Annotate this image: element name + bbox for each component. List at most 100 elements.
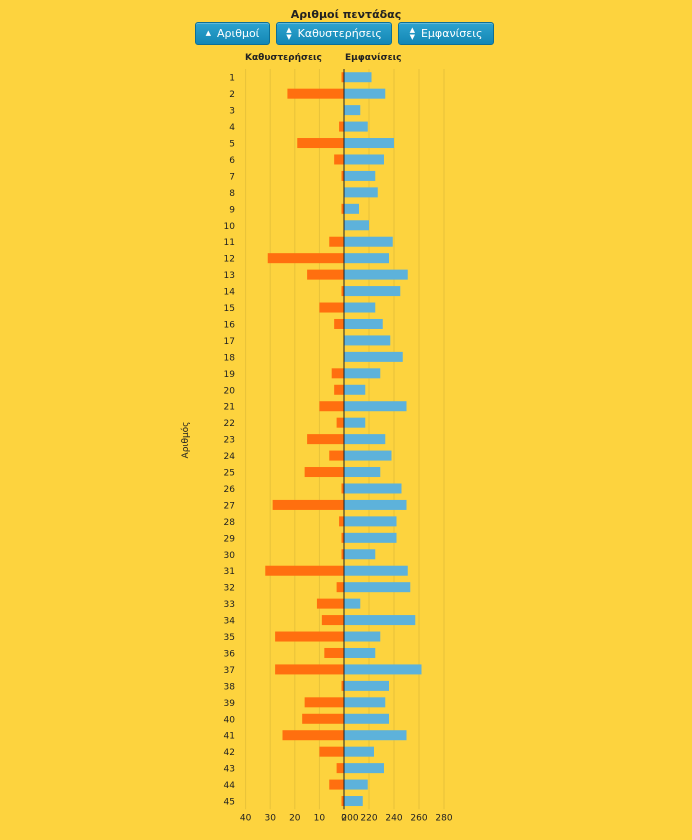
delay-bar xyxy=(336,763,344,774)
appearance-bar xyxy=(344,680,389,691)
x-tick-label-delays: 10 xyxy=(314,813,326,823)
appearance-bar xyxy=(344,664,422,675)
y-tick-label: 32 xyxy=(224,584,235,594)
y-tick-label: 36 xyxy=(224,649,236,659)
appearance-bar xyxy=(344,302,376,313)
y-tick-label: 25 xyxy=(224,469,235,479)
sort-by-numbers-button[interactable]: ▲ Αριθμοί xyxy=(195,22,270,45)
delay-bar xyxy=(341,532,344,543)
y-tick-label: 37 xyxy=(224,666,235,676)
appearance-bar xyxy=(344,499,407,510)
y-tick-label: 43 xyxy=(224,765,235,775)
appearance-bar xyxy=(344,203,359,214)
appearance-bar xyxy=(344,269,408,280)
appearance-bar xyxy=(344,286,401,297)
y-tick-label: 24 xyxy=(224,452,236,462)
appearance-bar xyxy=(344,549,376,560)
delay-bar xyxy=(302,713,344,724)
delay-bar xyxy=(339,121,344,132)
x-tick-label-delays: 20 xyxy=(289,813,301,823)
y-tick-label: 19 xyxy=(224,370,236,380)
delay-bar xyxy=(282,730,344,741)
y-tick-label: 23 xyxy=(224,436,235,446)
delay-bar xyxy=(272,499,344,510)
y-tick-label: 14 xyxy=(224,288,236,298)
x-tick-label-appearances: 280 xyxy=(435,813,452,823)
delay-bar xyxy=(341,72,344,83)
delay-bar xyxy=(334,318,344,329)
appearance-bar xyxy=(344,450,392,461)
appearance-bar xyxy=(344,615,416,626)
delay-bar xyxy=(267,253,344,264)
x-tick-label-appearances: 240 xyxy=(385,813,402,823)
delay-bar xyxy=(307,269,344,280)
appearance-bar xyxy=(344,105,361,116)
appearance-bar xyxy=(344,730,407,741)
y-tick-label: 9 xyxy=(229,205,235,215)
y-tick-label: 16 xyxy=(224,320,236,330)
sort-by-delays-button[interactable]: ▲ ▼ Καθυστερήσεις xyxy=(276,22,392,45)
chart-title: Αριθμοί πεντάδας xyxy=(290,8,402,21)
appearance-bar xyxy=(344,121,368,132)
y-tick-label: 18 xyxy=(224,353,236,363)
y-tick-label: 44 xyxy=(224,781,236,791)
delay-bar xyxy=(331,368,344,379)
sort-icon: ▲ ▼ xyxy=(286,25,292,41)
appearance-bar xyxy=(344,434,386,445)
sort-by-appearances-button[interactable]: ▲ ▼ Εμφανίσεις xyxy=(398,22,494,45)
appearance-bar xyxy=(344,417,366,428)
y-tick-label: 7 xyxy=(229,172,235,182)
appearance-bar xyxy=(344,746,374,757)
y-tick-label: 27 xyxy=(224,501,235,511)
delay-bar xyxy=(329,779,344,790)
y-tick-label: 31 xyxy=(224,567,235,577)
delay-bar xyxy=(304,467,344,478)
y-tick-label: 15 xyxy=(224,304,235,314)
appearance-bar xyxy=(344,170,376,181)
delay-bar xyxy=(319,746,344,757)
appearance-bar xyxy=(344,401,407,412)
delay-bar xyxy=(307,434,344,445)
sort-up-icon: ▲ xyxy=(205,29,211,37)
appearance-bar xyxy=(344,516,397,527)
y-tick-label: 6 xyxy=(229,156,235,166)
appearance-bar xyxy=(344,351,403,362)
delay-bar xyxy=(336,582,344,593)
delay-bar xyxy=(329,450,344,461)
y-tick-label: 1 xyxy=(229,74,235,84)
delay-bar xyxy=(341,203,344,214)
delay-bar xyxy=(334,384,344,395)
appearance-bar xyxy=(344,220,369,231)
appearance-bar xyxy=(344,236,393,247)
delay-bar xyxy=(297,138,344,149)
x-tick-label-delays: 30 xyxy=(264,813,276,823)
y-tick-label: 10 xyxy=(224,222,236,232)
y-tick-label: 4 xyxy=(229,123,235,133)
y-tick-label: 41 xyxy=(224,732,235,742)
appearance-bar xyxy=(344,154,384,165)
delay-bar xyxy=(334,154,344,165)
delay-bar xyxy=(319,302,344,313)
y-tick-label: 2 xyxy=(229,90,235,100)
y-tick-label: 39 xyxy=(224,699,236,709)
appearance-bar xyxy=(344,72,372,83)
y-tick-label: 33 xyxy=(224,600,235,610)
y-tick-label: 30 xyxy=(224,551,236,561)
delay-bar xyxy=(316,598,344,609)
sort-by-appearances-label: Εμφανίσεις xyxy=(420,27,483,40)
delay-bar xyxy=(341,286,344,297)
appearance-bar xyxy=(344,532,397,543)
y-tick-label: 40 xyxy=(224,715,236,725)
y-tick-label: 21 xyxy=(224,403,235,413)
delay-bar xyxy=(319,401,344,412)
x-tick-label-appearances: 220 xyxy=(360,813,377,823)
delay-bar xyxy=(329,236,344,247)
appearance-bar xyxy=(344,779,368,790)
y-tick-label: 42 xyxy=(224,748,235,758)
appearances-header: Εμφανίσεις xyxy=(345,53,402,63)
delay-bar xyxy=(287,88,344,99)
sort-by-delays-label: Καθυστερήσεις xyxy=(297,27,382,40)
appearance-bar xyxy=(344,796,363,807)
delay-bar xyxy=(341,680,344,691)
